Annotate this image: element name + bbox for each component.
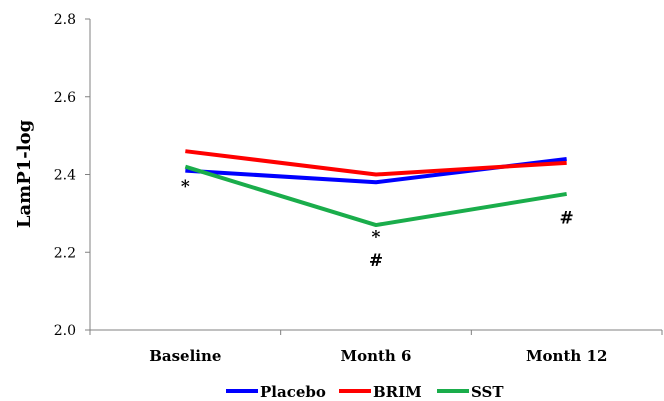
y-tick-label: 2.6	[54, 90, 76, 106]
significance-marker: *	[372, 228, 381, 248]
x-ticks: Baseline Month 6 Month 12	[89, 330, 663, 365]
x-tick-label: Month 6	[340, 347, 411, 365]
legend: Placebo BRIM SST	[226, 383, 504, 401]
legend-label-brim: BRIM	[373, 383, 422, 401]
y-axis-title: LamP1-log	[14, 119, 35, 228]
series-line-sst	[184, 164, 567, 228]
series-line-placebo	[185, 156, 567, 185]
y-tick-label: 2.0	[54, 323, 76, 339]
series-line-brim	[185, 149, 567, 177]
significance-marker: *	[181, 177, 190, 197]
legend-label-placebo: Placebo	[260, 383, 326, 401]
series-layer	[184, 149, 567, 228]
x-tick-label: Month 12	[526, 347, 607, 365]
y-ticks: 2.0 2.2 2.4 2.6 2.8	[54, 12, 90, 339]
legend-label-sst: SST	[471, 383, 504, 401]
y-tick-label: 2.8	[54, 12, 76, 28]
y-tick-label: 2.2	[54, 245, 76, 261]
x-tick-label: Baseline	[149, 347, 221, 365]
significance-marker: #	[560, 208, 574, 228]
significance-marker: #	[369, 251, 383, 271]
y-tick-label: 2.4	[54, 168, 76, 184]
annotations: * * # #	[181, 177, 574, 271]
